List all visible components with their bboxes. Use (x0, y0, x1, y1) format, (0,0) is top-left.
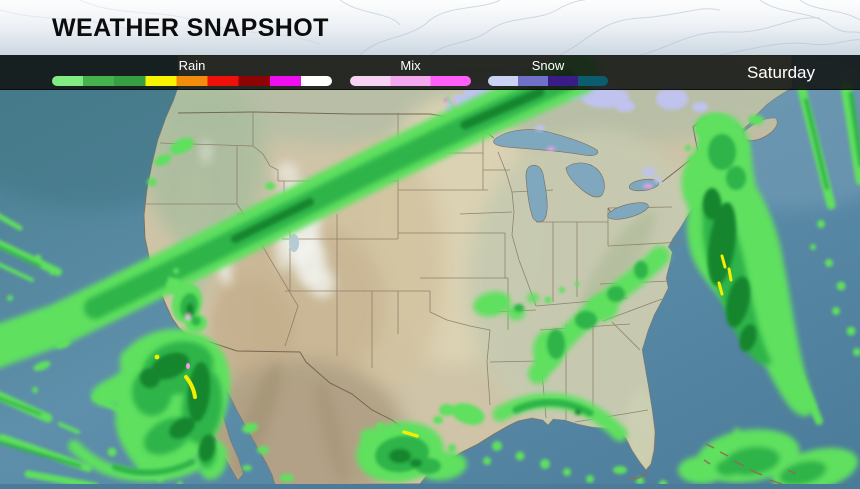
lake-superior (493, 129, 599, 156)
forecast-day-label: Saturday (746, 63, 816, 82)
rain-texas-mexico (356, 421, 467, 483)
rain-streaks-pacific (0, 213, 183, 489)
legend-mix-label: Mix (400, 58, 421, 73)
great-salt-lake (289, 234, 299, 252)
storm-southern-california (68, 328, 294, 482)
bahamas-islands (627, 443, 797, 485)
great-lakes (289, 129, 660, 252)
header-bar: WEATHER SNAPSHOT (0, 0, 860, 55)
rain-bahamas (678, 428, 858, 489)
rain-southeast (473, 246, 670, 384)
legend-mix-scale (350, 76, 471, 86)
lake-erie (607, 202, 649, 220)
legend-snow-label: Snow (531, 58, 565, 73)
weather-map (0, 30, 860, 489)
topo-contour-decoration (0, 0, 860, 55)
legend-rain-label: Rain (178, 58, 206, 73)
lake-michigan (525, 164, 548, 223)
legend-snow-scale (488, 76, 608, 86)
heavy-rain-yellow-arc (184, 375, 197, 399)
page-title: WEATHER SNAPSHOT (52, 14, 329, 42)
legend-bar: Rain Mix Snow Saturday (0, 55, 860, 90)
heavy-rain-yellow-dashes (717, 254, 733, 296)
storm-atlantic (627, 80, 860, 489)
lake-huron (565, 162, 605, 198)
rain-band-pacific-northwest (0, 53, 599, 371)
legend-rain-scale (52, 76, 332, 86)
rain-california-coast (166, 268, 207, 332)
